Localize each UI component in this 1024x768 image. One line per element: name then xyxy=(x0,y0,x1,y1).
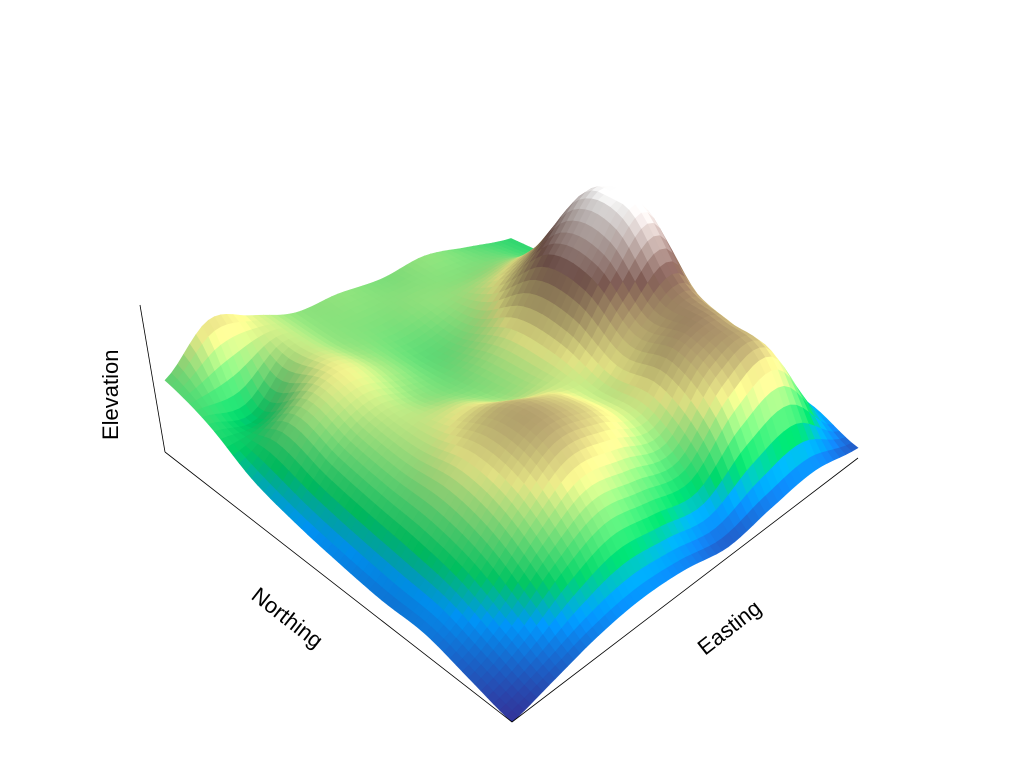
surface-mesh xyxy=(164,186,859,723)
ylabel: Northing xyxy=(247,582,328,653)
xlabel: Easting xyxy=(693,595,766,660)
zlabel: Elevation xyxy=(98,349,123,440)
elevation-axis-line xyxy=(139,304,166,453)
